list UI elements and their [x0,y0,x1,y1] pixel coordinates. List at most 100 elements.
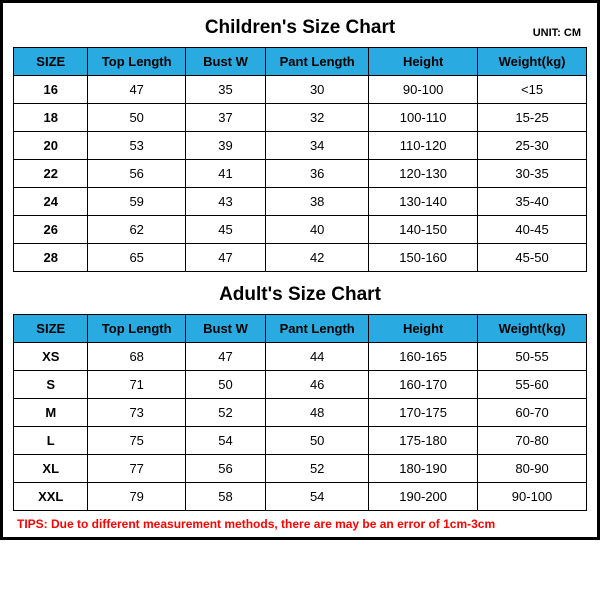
tips-text: TIPS: Due to different measurement metho… [13,511,587,533]
cell: 25-30 [478,132,587,160]
cell: 53 [88,132,185,160]
table-row: XS684744160-16550-55 [14,343,587,371]
cell: 44 [266,343,369,371]
unit-label: UNIT: CM [533,27,581,39]
cell: <15 [478,76,587,104]
table-row: 28654742150-16045-50 [14,244,587,272]
col-pant-length: Pant Length [266,315,369,343]
cell: 20 [14,132,88,160]
table-row: M735248170-17560-70 [14,399,587,427]
cell: 62 [88,216,185,244]
cell: 16 [14,76,88,104]
cell: 130-140 [369,188,478,216]
cell: 47 [185,244,265,272]
cell: 56 [185,455,265,483]
cell: 56 [88,160,185,188]
children-table: SIZE Top Length Bust W Pant Length Heigh… [13,47,587,272]
cell: 160-165 [369,343,478,371]
table-row: 18503732100-11015-25 [14,104,587,132]
cell: 52 [185,399,265,427]
cell: 170-175 [369,399,478,427]
cell: 41 [185,160,265,188]
cell: S [14,371,88,399]
cell: 65 [88,244,185,272]
table-row: 22564136120-13030-35 [14,160,587,188]
col-weight: Weight(kg) [478,48,587,76]
size-chart-container: Children's Size Chart UNIT: CM SIZE Top … [0,0,600,540]
cell: 18 [14,104,88,132]
cell: 73 [88,399,185,427]
cell: 175-180 [369,427,478,455]
cell: 71 [88,371,185,399]
col-top-length: Top Length [88,48,185,76]
cell: 46 [266,371,369,399]
cell: 32 [266,104,369,132]
cell: 30-35 [478,160,587,188]
cell: L [14,427,88,455]
cell: 35-40 [478,188,587,216]
col-height: Height [369,48,478,76]
cell: 40 [266,216,369,244]
col-top-length: Top Length [88,315,185,343]
cell: 68 [88,343,185,371]
cell: 26 [14,216,88,244]
cell: 28 [14,244,88,272]
cell: 22 [14,160,88,188]
cell: 50 [88,104,185,132]
cell: 60-70 [478,399,587,427]
table-row: XXL795854190-20090-100 [14,483,587,511]
adult-title: Adult's Size Chart [219,284,381,305]
cell: XS [14,343,88,371]
table-row: 20533934110-12025-30 [14,132,587,160]
cell: 54 [266,483,369,511]
cell: 47 [185,343,265,371]
cell: 59 [88,188,185,216]
cell: 36 [266,160,369,188]
cell: 190-200 [369,483,478,511]
table-row: XL775652180-19080-90 [14,455,587,483]
cell: 34 [266,132,369,160]
cell: 30 [266,76,369,104]
cell: 180-190 [369,455,478,483]
cell: 55-60 [478,371,587,399]
cell: 160-170 [369,371,478,399]
cell: 42 [266,244,369,272]
col-size: SIZE [14,48,88,76]
col-weight: Weight(kg) [478,315,587,343]
children-header-row: SIZE Top Length Bust W Pant Length Heigh… [14,48,587,76]
table-row: S715046160-17055-60 [14,371,587,399]
table-row: 1647353090-100<15 [14,76,587,104]
cell: 50 [185,371,265,399]
cell: 50 [266,427,369,455]
cell: 77 [88,455,185,483]
cell: 38 [266,188,369,216]
col-pant-length: Pant Length [266,48,369,76]
cell: 35 [185,76,265,104]
cell: 52 [266,455,369,483]
cell: M [14,399,88,427]
cell: 110-120 [369,132,478,160]
col-height: Height [369,315,478,343]
cell: 80-90 [478,455,587,483]
table-row: 26624540140-15040-45 [14,216,587,244]
cell: 58 [185,483,265,511]
cell: 48 [266,399,369,427]
cell: 100-110 [369,104,478,132]
cell: 90-100 [478,483,587,511]
cell: 79 [88,483,185,511]
col-bust-w: Bust W [185,48,265,76]
cell: 45-50 [478,244,587,272]
cell: 75 [88,427,185,455]
cell: XXL [14,483,88,511]
cell: 50-55 [478,343,587,371]
table-row: 24594338130-14035-40 [14,188,587,216]
cell: 47 [88,76,185,104]
cell: XL [14,455,88,483]
cell: 140-150 [369,216,478,244]
col-size: SIZE [14,315,88,343]
children-title-row: Children's Size Chart UNIT: CM [13,11,587,47]
cell: 120-130 [369,160,478,188]
cell: 45 [185,216,265,244]
cell: 39 [185,132,265,160]
cell: 70-80 [478,427,587,455]
